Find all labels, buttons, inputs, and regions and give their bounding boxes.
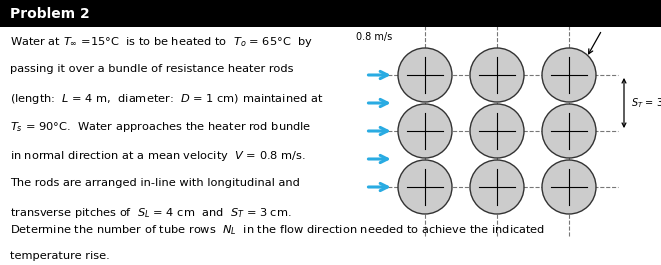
Circle shape xyxy=(470,48,524,102)
Circle shape xyxy=(542,48,596,102)
Circle shape xyxy=(470,104,524,158)
Text: $S_L$ = 4 cm: $S_L$ = 4 cm xyxy=(436,0,486,13)
Text: Water at $T_{\infty}$ =15°C  is to be heated to  $T_o$ = 65°C  by: Water at $T_{\infty}$ =15°C is to be hea… xyxy=(10,35,313,49)
Text: in normal direction at a mean velocity  $V$ = 0.8 m/s.: in normal direction at a mean velocity $… xyxy=(10,149,306,163)
Text: The rods are arranged in-line with longitudinal and: The rods are arranged in-line with longi… xyxy=(10,178,300,188)
Text: passing it over a bundle of resistance heater rods: passing it over a bundle of resistance h… xyxy=(10,64,293,73)
Text: Determine the number of tube rows  $N_L$  in the flow direction needed to achiev: Determine the number of tube rows $N_L$ … xyxy=(10,223,545,237)
Text: transverse pitches of  $S_L$ = 4 cm  and  $S_T$ = 3 cm.: transverse pitches of $S_L$ = 4 cm and $… xyxy=(10,206,292,220)
Text: Problem 2: Problem 2 xyxy=(10,7,90,20)
Circle shape xyxy=(398,160,452,214)
Text: $D$ = 1 cm
$T_s$ = 90°C: $D$ = 1 cm $T_s$ = 90°C xyxy=(605,0,654,26)
Circle shape xyxy=(398,48,452,102)
Text: Water
15°C
0.8 m/s: Water 15°C 0.8 m/s xyxy=(356,6,392,42)
Text: (length:  $L$ = 4 m,  diameter:  $D$ = 1 cm) maintained at: (length: $L$ = 4 m, diameter: $D$ = 1 cm… xyxy=(10,92,323,106)
Bar xyxy=(0,0,661,27)
Circle shape xyxy=(470,160,524,214)
Text: temperature rise.: temperature rise. xyxy=(10,251,110,261)
Circle shape xyxy=(542,104,596,158)
Circle shape xyxy=(542,160,596,214)
Circle shape xyxy=(398,104,452,158)
Text: $S_T$ = 3 cm: $S_T$ = 3 cm xyxy=(631,96,661,110)
Text: $T_s$ = 90°C.  Water approaches the heater rod bundle: $T_s$ = 90°C. Water approaches the heate… xyxy=(10,121,311,135)
